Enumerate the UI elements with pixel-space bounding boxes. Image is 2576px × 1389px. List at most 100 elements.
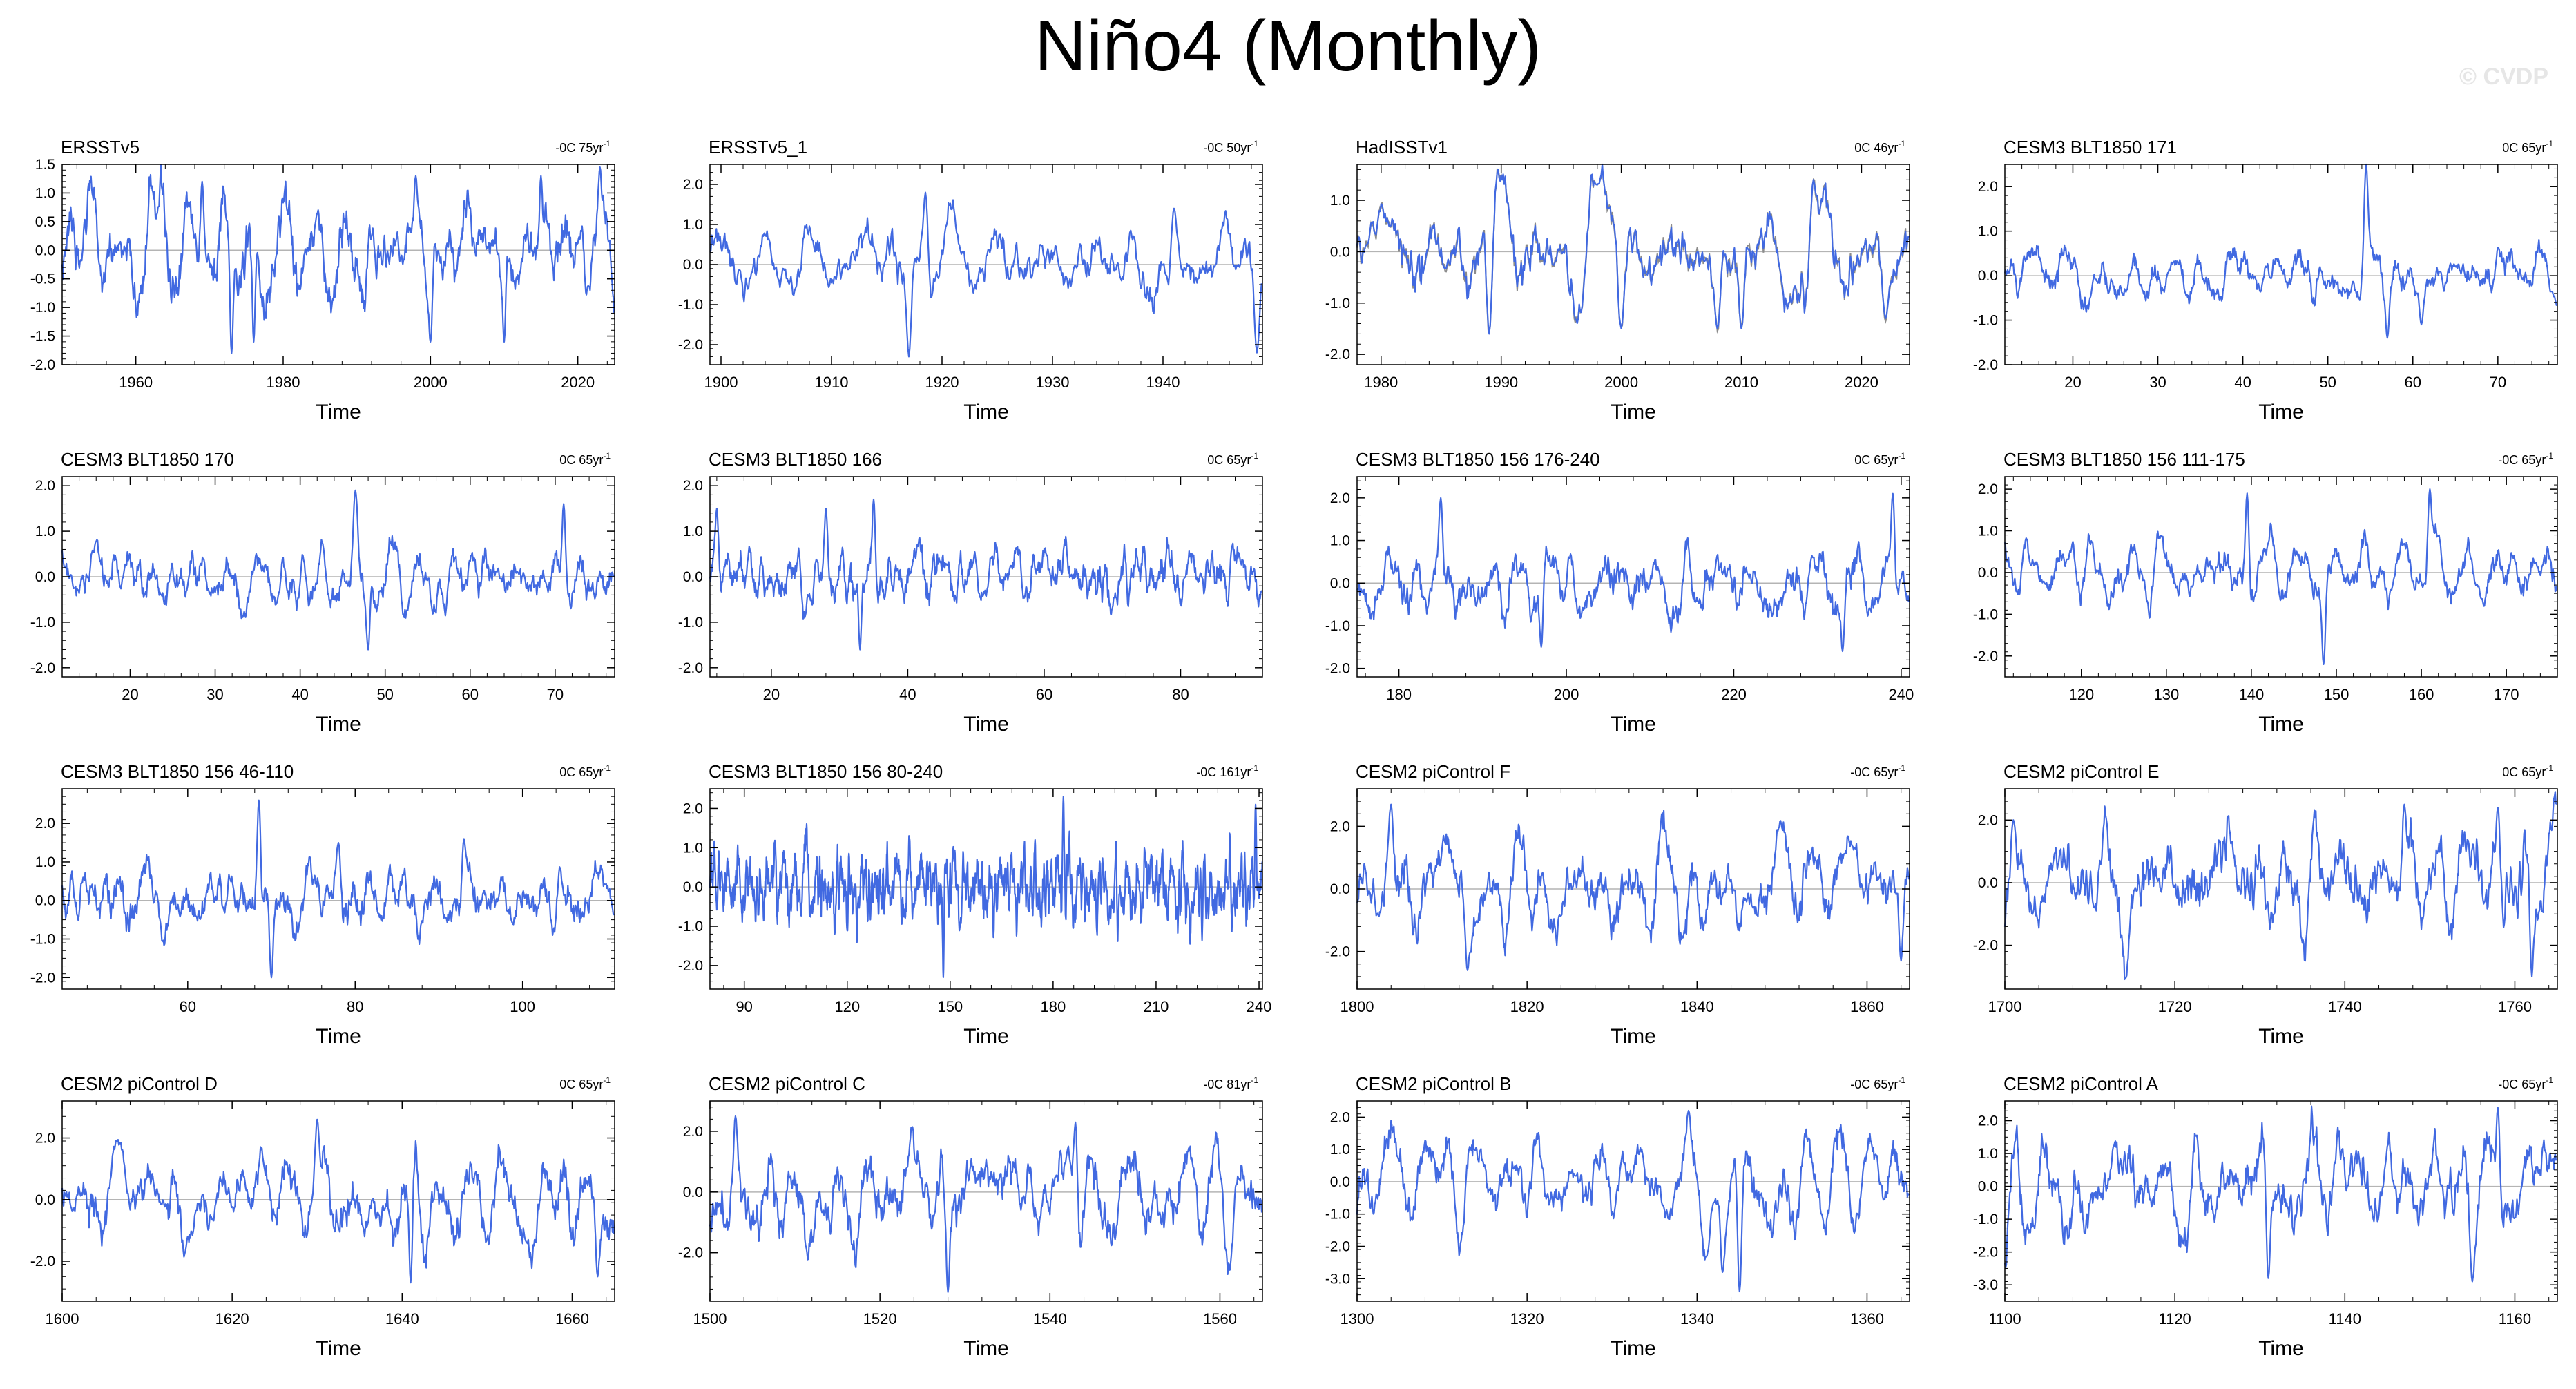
y-tick-label: 1.0 (1330, 193, 1350, 209)
x-tick-label: 1600 (46, 1310, 79, 1328)
y-tick-label: -2.0 (1973, 1245, 1998, 1261)
x-axis-label: Time (963, 1337, 1009, 1360)
trend-label: 0C 65yr-1 (559, 1075, 611, 1091)
y-tick-label: -1.0 (30, 932, 55, 948)
y-tick-label: 0.0 (1330, 244, 1350, 260)
x-tick-label: 130 (2153, 686, 2179, 703)
x-tick-label: 150 (2324, 686, 2349, 703)
x-tick-label: 1360 (1850, 1310, 1884, 1328)
trend-label-superscript: -1 (603, 451, 611, 461)
x-tick-label: 60 (1036, 686, 1052, 703)
panel-title: CESM3 BLT1850 171 (2003, 137, 2177, 157)
x-tick-label: 60 (462, 686, 479, 703)
trend-label: -0C 75yr-1 (555, 139, 611, 155)
y-tick-label: 0.0 (35, 569, 55, 585)
panel-title: CESM2 piControl E (2003, 761, 2159, 782)
x-tick-label: 50 (2319, 374, 2336, 391)
y-tick-label: -1.0 (1325, 618, 1350, 634)
x-tick-label: 1760 (2498, 998, 2532, 1015)
x-tick-label: 120 (2068, 686, 2094, 703)
trend-label-superscript: -1 (2546, 1075, 2553, 1085)
x-axis-label: Time (2258, 1025, 2304, 1048)
y-tick-label: 0.0 (683, 1185, 703, 1200)
y-tick-label: 0.5 (35, 214, 55, 230)
x-tick-label: 2020 (561, 374, 595, 391)
x-tick-label: 90 (736, 998, 752, 1015)
panel-title: CESM3 BLT1850 170 (61, 449, 234, 470)
trend-label-superscript: -1 (603, 763, 611, 773)
y-tick-label: -2.0 (1325, 347, 1350, 363)
plot-frame (709, 1100, 1263, 1302)
trend-label-superscript: -1 (1898, 763, 1905, 773)
x-tick-label: 1920 (925, 374, 959, 391)
x-axis-label: Time (1611, 1337, 1656, 1360)
panel-title: CESM2 piControl B (1356, 1073, 1511, 1094)
y-tick-label: -2.0 (30, 1254, 55, 1270)
y-tick-label: 2.0 (35, 816, 55, 832)
y-tick-label: -3.0 (1973, 1277, 1998, 1293)
y-tick-label: 1.0 (1978, 1146, 1998, 1162)
y-tick-label: 2.0 (1978, 179, 1998, 195)
chart-panel: CESM3 BLT1850 156 80-240 -0C 161yr-1 -2.0 -… (678, 761, 1272, 1048)
chart-panel: CESM3 BLT1850 156 46-110 0C 65yr-1 -2.0 -1.… (30, 761, 615, 1048)
y-tick-label: 2.0 (683, 801, 703, 816)
trend-label-superscript: -1 (1898, 451, 1905, 461)
y-tick-label: 1.0 (683, 217, 703, 233)
y-tick-label: 1.0 (35, 854, 55, 870)
chart-panel: CESM3 BLT1850 166 0C 65yr-1 -2.0 -1.0 0.0 1.0… (678, 449, 1263, 736)
plot-frame (61, 1100, 615, 1302)
y-tick-label: -1.0 (678, 297, 703, 313)
y-tick-label: 2.0 (35, 478, 55, 494)
y-tick-label: -1.0 (678, 615, 703, 631)
y-tick-label: -1.0 (678, 919, 703, 935)
y-tick-label: -1.5 (30, 329, 55, 345)
trend-label-superscript: -1 (1898, 1075, 1905, 1085)
y-tick-label: 2.0 (683, 1124, 703, 1140)
series-line (709, 796, 1263, 978)
y-tick-label: 0.0 (1978, 1179, 1998, 1195)
x-tick-label: 20 (763, 686, 780, 703)
x-tick-label: 1740 (2328, 998, 2362, 1015)
chart-panel: CESM2 piControl A -0C 65yr-1 -3.0 -2.0 -1.0 0… (1973, 1073, 2558, 1360)
y-tick-label: 0.0 (683, 257, 703, 273)
y-tick-label: 2.0 (1978, 481, 1998, 497)
trend-label: -0C 65yr-1 (2498, 451, 2553, 467)
x-tick-label: 1930 (1036, 374, 1070, 391)
chart-panel: CESM2 piControl F -0C 65yr-1 -2.0 0.0 2.0 180… (1325, 761, 1910, 1048)
x-tick-label: 1940 (1146, 374, 1180, 391)
plot-frame (2004, 1100, 2558, 1302)
trend-label-superscript: -1 (603, 1075, 611, 1085)
series-line (61, 489, 615, 651)
x-tick-label: 160 (2409, 686, 2434, 703)
plot-frame (61, 788, 615, 990)
x-tick-label: 1100 (1988, 1310, 2021, 1328)
y-tick-label: 2.0 (1330, 1109, 1350, 1125)
series-line (1356, 803, 1910, 971)
x-tick-label: 70 (2490, 374, 2506, 391)
trend-label-superscript: -1 (1251, 139, 1258, 149)
plot-frame (709, 788, 1263, 990)
x-tick-label: 1700 (1988, 998, 2022, 1015)
panel-title: CESM3 BLT1850 156 46-110 (61, 761, 294, 782)
y-tick-label: -1.0 (30, 300, 55, 316)
x-tick-label: 210 (1144, 998, 1169, 1015)
x-tick-label: 240 (1889, 686, 1914, 703)
panel-title: CESM3 BLT1850 156 80-240 (709, 761, 943, 782)
x-tick-label: 20 (2064, 374, 2081, 391)
series-line (61, 1118, 615, 1284)
plot-frame (61, 164, 615, 365)
figure-title: Niño4 (Monthly) (1034, 6, 1542, 86)
panel-title: CESM2 piControl C (709, 1073, 865, 1094)
cvdp-watermark: © CVDP (2459, 64, 2548, 90)
x-tick-label: 1990 (1484, 374, 1518, 391)
x-tick-label: 1140 (2329, 1310, 2361, 1328)
x-tick-label: 30 (206, 686, 223, 703)
x-tick-label: 1980 (1364, 374, 1398, 391)
y-tick-label: 2.0 (683, 177, 703, 193)
panel-title: CESM2 piControl A (2003, 1073, 2159, 1094)
x-tick-label: 1660 (555, 1310, 589, 1328)
chart-panel: ERSSTv5_1 -0C 50yr-1 -2.0 -1.0 0.0 1.0 2.0 1900… (678, 137, 1263, 423)
panel-title: CESM3 BLT1850 156 111-175 (2003, 449, 2245, 470)
x-tick-label: 140 (2239, 686, 2265, 703)
